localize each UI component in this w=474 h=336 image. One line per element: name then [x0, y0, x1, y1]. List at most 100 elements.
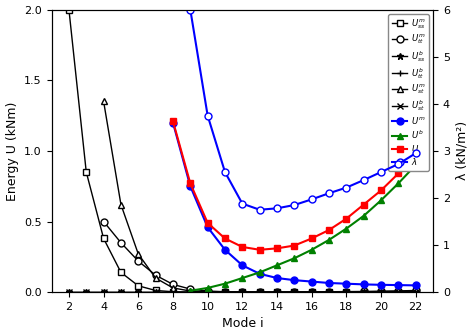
$\lambda$ [205, 114, 210, 118]
$U^m_{st}$ [239, 290, 245, 294]
$U^b_{tt}$ [344, 290, 349, 294]
$U^b$ [239, 276, 245, 280]
$U^b_{ss}$ [222, 290, 228, 294]
$U^m_{tt}$ [274, 290, 280, 294]
$\lambda$ [413, 151, 419, 155]
$U^m_{tt}$ [361, 289, 366, 293]
$U^b_{st}$ [413, 290, 419, 294]
$U^m_{ss}$ [257, 290, 263, 294]
Legend: $U^m_{ss}$, $U^m_{tt}$, $U^b_{ss}$, $U^b_{tt}$, $U^m_{st}$, $U^b_{st}$, $U^m$, $: $U^m_{ss}$, $U^m_{tt}$, $U^b_{ss}$, $U^b… [389, 14, 429, 171]
$U^b_{ss}$ [309, 290, 315, 294]
$U^m_{tt}$ [378, 289, 384, 293]
$U^b_{st}$ [309, 290, 315, 294]
$U^m$ [239, 263, 245, 267]
$U^b_{tt}$ [413, 290, 419, 294]
Line: $U^m$: $U^m$ [170, 119, 419, 289]
$U^m_{tt}$ [257, 290, 263, 294]
$U^b_{tt}$ [239, 290, 245, 294]
$U^m_{ss}$ [413, 290, 419, 294]
$U^m_{tt}$ [205, 289, 210, 293]
Line: $U^m_{ss}$: $U^m_{ss}$ [66, 7, 419, 295]
$\lambda$ [187, 7, 193, 11]
$U^b_{st}$ [222, 290, 228, 294]
$U$ [187, 181, 193, 185]
$U$ [292, 244, 297, 248]
$\lambda$ [326, 191, 332, 195]
$U^b_{ss}$ [413, 290, 419, 294]
$U^m_{ss}$ [205, 290, 210, 294]
$U^m_{tt}$ [309, 290, 315, 294]
$U^b_{ss}$ [395, 290, 401, 294]
$U$ [274, 246, 280, 250]
$U^b_{st}$ [118, 290, 124, 294]
$U^m_{tt}$ [326, 290, 332, 294]
$U^m_{ss}$ [309, 290, 315, 294]
$\lambda$ [378, 170, 384, 174]
$U^m_{st}$ [361, 290, 366, 294]
$U^b$ [292, 256, 297, 260]
$U^m_{tt}$ [292, 290, 297, 294]
$U^m_{tt}$ [153, 273, 158, 277]
$U^m_{tt}$ [222, 290, 228, 294]
$U^b_{ss}$ [187, 290, 193, 294]
$U^b_{ss}$ [118, 290, 124, 294]
$U^m_{ss}$ [361, 290, 366, 294]
Line: $U$: $U$ [170, 118, 419, 253]
$U^b_{tt}$ [257, 290, 263, 294]
$U^m_{ss}$ [274, 290, 280, 294]
$U^m$ [170, 121, 176, 125]
$U^m_{tt}$ [136, 259, 141, 263]
$U^m$ [257, 272, 263, 276]
$U^m_{ss}$ [395, 290, 401, 294]
$U^m$ [361, 282, 366, 286]
$U^b_{tt}$ [378, 290, 384, 294]
$U^b_{ss}$ [83, 290, 89, 294]
$U^m$ [378, 283, 384, 287]
$U^b_{tt}$ [205, 290, 210, 294]
$U^m_{st}$ [413, 289, 419, 293]
$U^m_{st}$ [257, 290, 263, 294]
$U^m_{ss}$ [187, 290, 193, 294]
$U$ [344, 217, 349, 221]
$U^m_{st}$ [292, 290, 297, 294]
$U$ [170, 119, 176, 123]
Line: $\lambda$: $\lambda$ [187, 6, 419, 213]
$U^b_{st}$ [66, 290, 72, 294]
$U^m$ [395, 283, 401, 287]
$U^b_{st}$ [136, 290, 141, 294]
$U^b_{st}$ [292, 290, 297, 294]
$U^m_{ss}$ [170, 290, 176, 294]
$\lambda$ [309, 197, 315, 201]
$U^b_{tt}$ [170, 290, 176, 294]
$U^b_{st}$ [274, 290, 280, 294]
$U^b_{ss}$ [101, 290, 107, 294]
$U^m_{st}$ [326, 290, 332, 294]
$U^b$ [205, 286, 210, 290]
Line: $U^m_{st}$: $U^m_{st}$ [100, 98, 419, 296]
$U^b$ [395, 181, 401, 185]
$U^b_{ss}$ [344, 290, 349, 294]
$U^b_{tt}$ [153, 290, 158, 294]
$U^m_{st}$ [378, 290, 384, 294]
X-axis label: Mode i: Mode i [221, 318, 263, 330]
$U^b_{tt}$ [66, 290, 72, 294]
Line: $U^b_{ss}$: $U^b_{ss}$ [65, 289, 419, 295]
$U^b_{st}$ [257, 290, 263, 294]
$U^m_{tt}$ [395, 289, 401, 293]
$U$ [326, 228, 332, 232]
$U^m_{tt}$ [170, 282, 176, 286]
Line: $U^b$: $U^b$ [187, 162, 419, 294]
Line: $U^b_{tt}$: $U^b_{tt}$ [65, 289, 419, 295]
$U^m$ [187, 184, 193, 188]
$U^b_{tt}$ [101, 290, 107, 294]
$U^b$ [222, 282, 228, 286]
$\lambda$ [361, 178, 366, 182]
$U^b_{ss}$ [170, 290, 176, 294]
$U^b_{tt}$ [292, 290, 297, 294]
$U^b_{st}$ [239, 290, 245, 294]
$U^m_{st}$ [309, 290, 315, 294]
$U^m$ [205, 225, 210, 229]
$U^m_{st}$ [118, 203, 124, 207]
$U^b_{ss}$ [66, 290, 72, 294]
$U^b_{ss}$ [205, 290, 210, 294]
